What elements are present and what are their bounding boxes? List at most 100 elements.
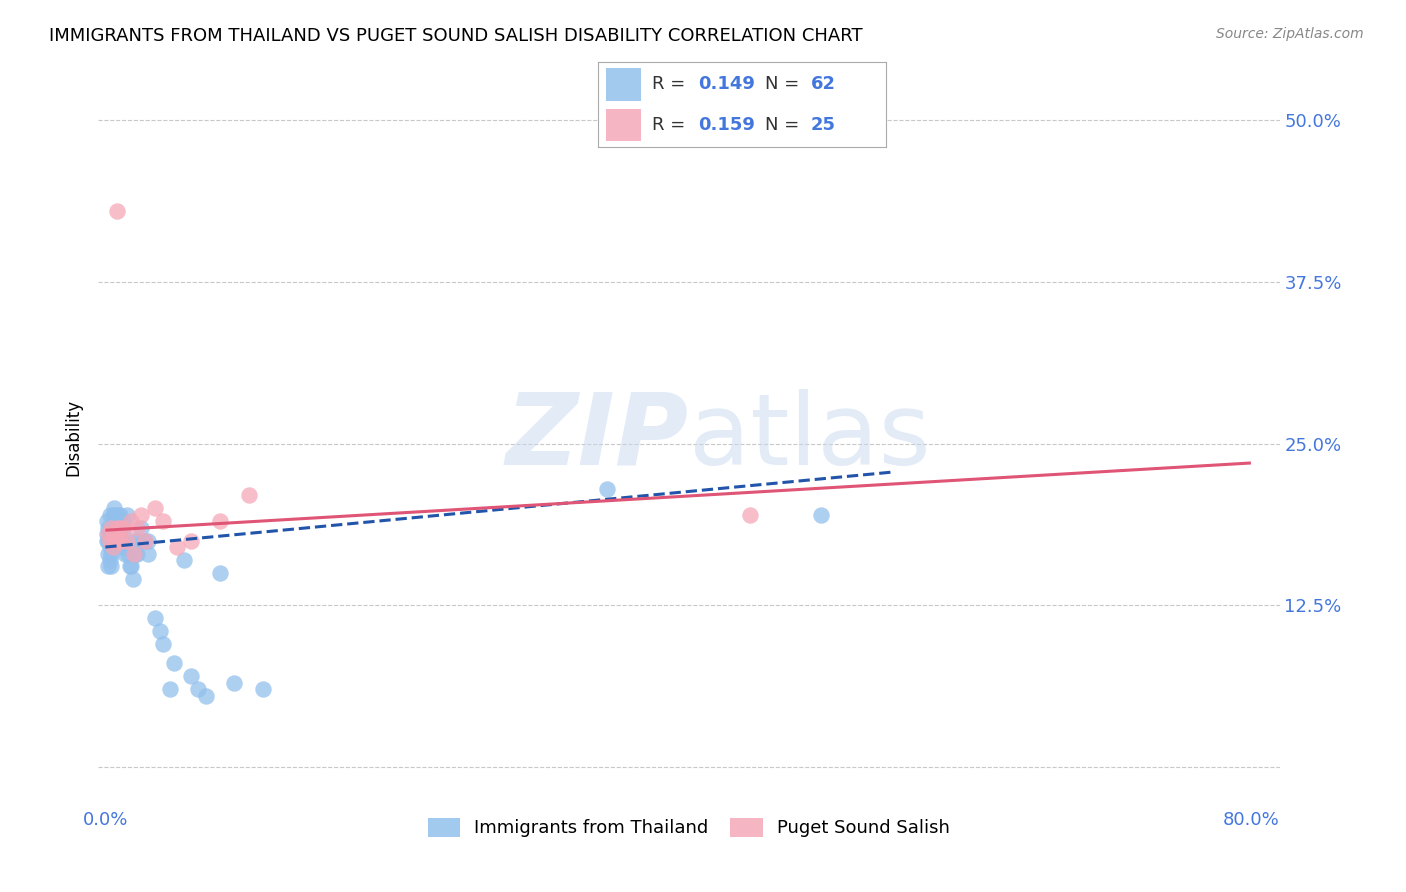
Point — [110, 533, 132, 548]
Text: 0.149: 0.149 — [699, 76, 755, 94]
Point — [149, 624, 172, 639]
Point — [107, 508, 129, 522]
Point — [100, 559, 122, 574]
Point — [111, 527, 134, 541]
Text: IMMIGRANTS FROM THAILAND VS PUGET SOUND SALISH DISABILITY CORRELATION CHART: IMMIGRANTS FROM THAILAND VS PUGET SOUND … — [49, 27, 863, 45]
Point — [103, 527, 125, 541]
Point — [104, 508, 127, 522]
Point — [115, 533, 138, 548]
Point — [100, 521, 122, 535]
Point — [136, 547, 159, 561]
Text: R =: R = — [652, 116, 692, 134]
Bar — [606, 69, 641, 101]
Point — [124, 547, 146, 561]
Text: ZIP: ZIP — [506, 389, 689, 485]
Point — [208, 566, 231, 580]
Point — [98, 540, 121, 554]
Text: Source: ZipAtlas.com: Source: ZipAtlas.com — [1216, 27, 1364, 41]
Point — [252, 682, 274, 697]
Point — [134, 533, 156, 548]
Point — [121, 573, 143, 587]
Point — [97, 533, 120, 548]
Point — [100, 533, 122, 548]
Point — [108, 521, 131, 535]
Point — [105, 203, 128, 218]
Text: N =: N = — [765, 76, 804, 94]
Point — [173, 553, 195, 567]
Point — [180, 533, 202, 548]
Point — [97, 559, 120, 574]
Point — [103, 514, 125, 528]
Bar — [606, 109, 641, 141]
Point — [105, 527, 128, 541]
Point — [101, 540, 124, 554]
Point — [104, 533, 127, 548]
Point — [166, 540, 188, 554]
Point — [111, 521, 134, 535]
Point — [118, 559, 141, 574]
Point — [97, 527, 120, 541]
Point — [98, 553, 121, 567]
Point — [145, 501, 167, 516]
Point — [810, 508, 832, 522]
Point — [127, 533, 149, 548]
Point — [110, 533, 132, 548]
Point — [180, 669, 202, 683]
Point — [120, 559, 142, 574]
Point — [108, 521, 131, 535]
Point — [125, 547, 148, 561]
Text: N =: N = — [765, 116, 804, 134]
Point — [101, 533, 124, 548]
Point — [122, 547, 145, 561]
Point — [105, 521, 128, 535]
Point — [136, 533, 159, 548]
Point — [120, 514, 142, 528]
Point — [224, 676, 246, 690]
Point — [104, 533, 127, 548]
Point — [117, 547, 139, 561]
Point — [107, 521, 129, 535]
Point — [98, 508, 121, 522]
Legend: Immigrants from Thailand, Puget Sound Salish: Immigrants from Thailand, Puget Sound Sa… — [420, 811, 957, 845]
Point — [115, 508, 138, 522]
Y-axis label: Disability: Disability — [65, 399, 82, 475]
Point — [103, 501, 125, 516]
Point — [101, 521, 124, 535]
Point — [105, 514, 128, 528]
Text: atlas: atlas — [689, 389, 931, 485]
Point — [97, 521, 120, 535]
Point — [98, 527, 121, 541]
Point — [125, 521, 148, 535]
Text: R =: R = — [652, 76, 692, 94]
Text: 62: 62 — [811, 76, 835, 94]
Point — [595, 482, 617, 496]
Point — [152, 637, 174, 651]
Point — [738, 508, 761, 522]
Point — [238, 488, 260, 502]
Point — [96, 514, 118, 528]
Point — [97, 547, 120, 561]
Point — [112, 540, 135, 554]
Point — [159, 682, 181, 697]
Point — [163, 657, 186, 671]
Point — [107, 533, 129, 548]
Text: 0.159: 0.159 — [699, 116, 755, 134]
Text: 25: 25 — [811, 116, 835, 134]
Point — [111, 514, 134, 528]
Point — [101, 508, 124, 522]
Point — [129, 508, 152, 522]
Point — [132, 533, 155, 548]
Point — [103, 533, 125, 548]
Point — [104, 521, 127, 535]
Point — [96, 533, 118, 548]
Point — [96, 527, 118, 541]
Point — [122, 533, 145, 548]
Point — [100, 521, 122, 535]
Point — [129, 521, 152, 535]
Point — [145, 611, 167, 625]
Point — [100, 547, 122, 561]
Point — [98, 533, 121, 548]
Point — [114, 547, 136, 561]
Point — [194, 689, 217, 703]
Point — [152, 514, 174, 528]
